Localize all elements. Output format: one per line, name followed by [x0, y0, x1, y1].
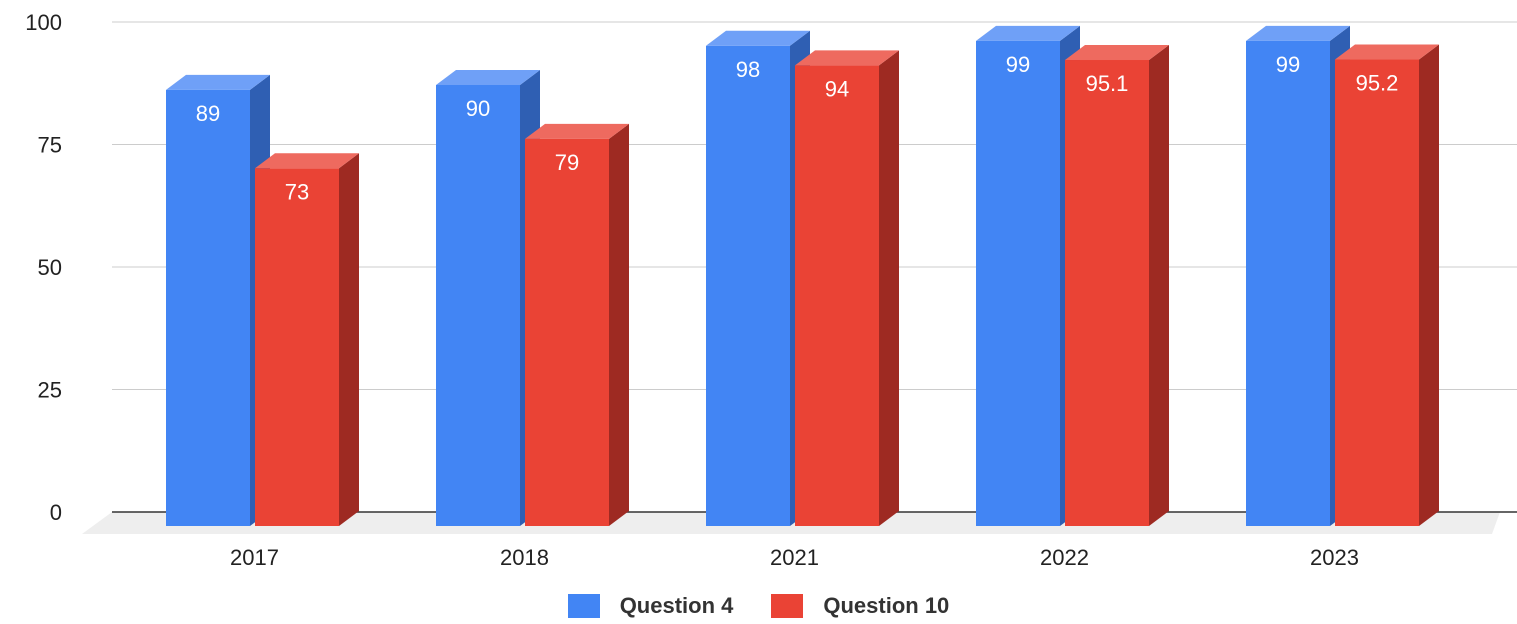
- data-label-q10-2021: 94: [825, 76, 849, 101]
- legend: Question 4 Question 10: [0, 588, 1517, 624]
- legend-label-question-10: Question 10: [823, 593, 950, 618]
- y-tick-label-100: 100: [25, 10, 62, 35]
- bar-q4-2021: 98: [706, 30, 810, 527]
- bar-top-q10-2017: [255, 153, 359, 169]
- bar-top-q4-2017: [166, 74, 270, 90]
- bar-q10-2018: 79: [525, 123, 629, 527]
- bar-top-q10-2022: [1065, 45, 1169, 61]
- data-label-q4-2018: 90: [466, 96, 490, 121]
- x-tick-label-2017: 2017: [230, 545, 279, 570]
- bar-front-q10-2022: [1065, 60, 1149, 526]
- y-tick-label-25: 25: [38, 378, 62, 403]
- data-label-q10-2018: 79: [555, 150, 579, 175]
- bar-top-q10-2018: [525, 123, 629, 139]
- bar-top-q4-2021: [706, 30, 810, 46]
- bar-front-q4-2022: [976, 40, 1060, 527]
- x-tick-label-2022: 2022: [1040, 545, 1089, 570]
- bar-front-q4-2021: [706, 45, 790, 527]
- bar-front-q4-2018: [436, 85, 520, 526]
- legend-item-question-4[interactable]: Question 4: [567, 593, 734, 619]
- bar-top-q10-2023: [1335, 44, 1439, 60]
- bar-top-q4-2022: [976, 25, 1080, 41]
- bar-side-q10-2022: [1149, 45, 1169, 526]
- data-label-q4-2023: 99: [1276, 52, 1300, 77]
- bar-q10-2023: 95.2: [1335, 44, 1439, 527]
- bars: 89 73 90 79 98 94 99 95.1 99 95.2: [166, 25, 1439, 527]
- bar-q4-2017: 89: [166, 74, 270, 527]
- bar-front-q10-2023: [1335, 59, 1419, 527]
- x-tick-label-2021: 2021: [770, 545, 819, 570]
- y-tick-label-0: 0: [50, 500, 62, 525]
- bar-q10-2022: 95.1: [1065, 45, 1169, 526]
- legend-item-question-10[interactable]: Question 10: [771, 593, 949, 619]
- bar-side-q10-2023: [1419, 44, 1439, 527]
- bar-q4-2018: 90: [436, 70, 540, 526]
- bar-q4-2022: 99: [976, 25, 1080, 527]
- bar-top-q4-2018: [436, 70, 540, 85]
- data-label-q10-2017: 73: [285, 179, 309, 204]
- x-axis-ticks: 2017 2018 2021 2022 2023: [230, 545, 1359, 570]
- bar-front-q4-2017: [166, 89, 250, 527]
- legend-swatch-question-10: [771, 594, 804, 618]
- bar-front-q10-2018: [525, 138, 609, 526]
- x-tick-label-2023: 2023: [1310, 545, 1359, 570]
- x-tick-label-2018: 2018: [500, 545, 549, 570]
- bar-q10-2021: 94: [795, 50, 899, 527]
- bar-front-q10-2017: [255, 168, 339, 527]
- bar-side-q10-2018: [609, 123, 629, 527]
- bar-q10-2017: 73: [255, 153, 359, 527]
- data-label-q4-2022: 99: [1006, 52, 1030, 77]
- legend-label-question-4: Question 4: [619, 593, 734, 618]
- data-label-q4-2021: 98: [736, 57, 760, 82]
- y-tick-label-50: 50: [38, 255, 62, 280]
- legend-swatch-question-4: [567, 594, 600, 618]
- bar-side-q10-2017: [339, 153, 359, 527]
- bar-front-q10-2021: [795, 65, 879, 527]
- bar-top-q4-2023: [1246, 25, 1350, 41]
- bar-side-q10-2021: [879, 50, 899, 527]
- data-label-q10-2022: 95.1: [1086, 71, 1129, 96]
- bar-front-q4-2023: [1246, 40, 1330, 527]
- y-tick-label-75: 75: [38, 133, 62, 158]
- data-label-q4-2017: 89: [196, 101, 220, 126]
- bar-chart: 0 25 50 75 100 89 73 90 79 98 94 99 95.1 99 95.2 2017…: [25, 10, 1517, 570]
- bar-q4-2023: 99: [1246, 25, 1350, 527]
- bar-top-q10-2021: [795, 50, 899, 66]
- y-axis-ticks: 0 25 50 75 100: [25, 10, 62, 525]
- data-label-q10-2023: 95.2: [1356, 71, 1399, 96]
